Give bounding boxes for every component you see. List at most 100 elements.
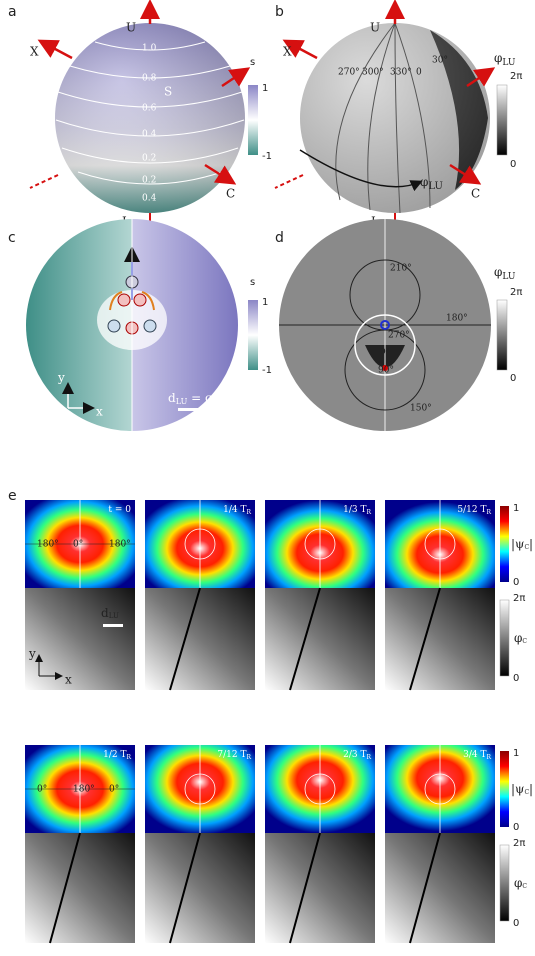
symbol: | [529, 782, 533, 796]
contour-label: 1.0 [142, 44, 157, 54]
panel-c: c y x dLU = σ s 1 -1 [8, 219, 272, 431]
angle-label: 150° [410, 404, 432, 414]
angle-label: 0° [37, 785, 47, 795]
frame: t = 0180°0°180° [25, 500, 135, 690]
colorbar [497, 85, 507, 155]
panel-a: a U X C L S 1.00.80.60.40.20.20.4 s 1 -1 [8, 4, 272, 229]
axis-label: C [471, 187, 480, 201]
colorbar-min: -1 [262, 365, 272, 376]
colorbar [500, 600, 509, 676]
frame: 1/2 TR0°180°0° [25, 745, 135, 943]
panel-e: e t = 0180°0°180°1/4 TR1/3 TR5/12 TR1/2 … [8, 488, 533, 943]
time: 5/12 T [457, 505, 486, 515]
angle-label: 0° [109, 785, 119, 795]
colorbar-title: φC [514, 631, 527, 645]
angle-label: 270° [388, 331, 410, 341]
colorbar-max: 1 [513, 503, 519, 514]
subscript: R [246, 509, 251, 516]
angle-label: 180° [446, 314, 468, 324]
phase-map [25, 588, 135, 690]
phase-map [145, 833, 255, 943]
contour-label: 0.2 [142, 176, 156, 186]
colorbar-min: 0 [513, 577, 519, 588]
contour-label: 0.4 [142, 194, 157, 204]
subscript: C [522, 883, 527, 890]
symbol: |ψ [511, 782, 524, 796]
subscript: C [522, 638, 527, 645]
colorbar-max: 2π [510, 287, 522, 298]
axis-hidden [275, 175, 303, 188]
phase-map [265, 588, 375, 690]
symbol: φ [420, 175, 428, 189]
frame: 2/3 TR [265, 745, 375, 943]
frame: 5/12 TR [385, 500, 495, 690]
time-label: t = 0 [108, 505, 131, 515]
symbol: φ [494, 51, 502, 65]
colorbar-min: 0 [513, 822, 519, 833]
axis-label: X [30, 45, 39, 59]
scale-bar [103, 624, 123, 627]
time-label: 7/12 TR [217, 750, 251, 761]
subscript: LU [176, 397, 188, 406]
symbol: | [529, 537, 533, 551]
phase-map [385, 588, 495, 690]
colorbar [248, 300, 258, 370]
axis-label: C [226, 187, 235, 201]
colorbar-min: 0 [513, 918, 519, 929]
angle-label: 30° [432, 56, 448, 66]
x-label: x [65, 673, 72, 687]
colorbar-min: 0 [510, 373, 516, 384]
subscript: LU [502, 272, 515, 282]
colorbar-title: φC [514, 876, 527, 890]
colorbar-min: 0 [510, 159, 516, 170]
angle-label: 0 [416, 68, 422, 78]
contour-label: 0.2 [142, 154, 156, 164]
figure: a U X C L S 1.00.80.60.40.20.20.4 s 1 -1… [0, 0, 535, 956]
subscript: R [366, 754, 371, 761]
symbol: φ [494, 265, 502, 279]
colorbar [500, 506, 509, 582]
angle-label: 210° [390, 264, 412, 274]
subscript: R [486, 509, 491, 516]
colorbar-min: -1 [262, 151, 272, 162]
time: 2/3 T [343, 750, 366, 760]
contour-label: 0.4 [142, 130, 157, 140]
scale-bar [178, 408, 206, 411]
time: 1/4 T [223, 505, 246, 515]
colorbar [248, 85, 258, 155]
angle-label: 0° [73, 540, 83, 550]
colorbar-title: |ψC| [511, 782, 533, 796]
axis-label: U [370, 21, 380, 35]
s-label: S [164, 85, 172, 99]
contour-label: 0.8 [142, 74, 157, 84]
subscript: R [126, 754, 131, 761]
colorbar [497, 300, 507, 370]
frame: 7/12 TR [145, 745, 255, 943]
subscript: LU [109, 612, 119, 620]
time: t = 0 [108, 505, 131, 515]
colorbar-max: 1 [262, 83, 268, 94]
subscript: LU [428, 181, 443, 192]
colorbar-min: 0 [513, 673, 519, 684]
colorbar-title: φLU [494, 265, 516, 282]
panel-label: b [275, 4, 284, 20]
colorbar-title: |ψC| [511, 537, 533, 551]
colorbar [500, 845, 509, 921]
time: 1/2 T [103, 750, 126, 760]
axis-label: U [126, 21, 136, 35]
subscript: R [366, 509, 371, 516]
y-label: y [28, 647, 36, 661]
colorbar-title: s [250, 57, 255, 68]
colorbar-max: 2π [513, 838, 525, 849]
contour-label: 0.6 [142, 104, 157, 114]
frame: 1/4 TR [145, 500, 255, 690]
angle-label: 90° [378, 366, 394, 376]
panel-d: d 210°270°180°0°90°150° φLU 2π 0 [275, 219, 522, 431]
y-label: y [57, 371, 65, 385]
panel-b: b U X C L 270°300°330°030° φLU φLU 2π 0 [275, 4, 522, 229]
colorbar-max: 1 [262, 297, 268, 308]
frame: 3/4 TR [385, 745, 495, 943]
angle-label: 180° [109, 540, 131, 550]
x-label: x [96, 405, 103, 419]
angle-label: 300° [362, 68, 384, 78]
